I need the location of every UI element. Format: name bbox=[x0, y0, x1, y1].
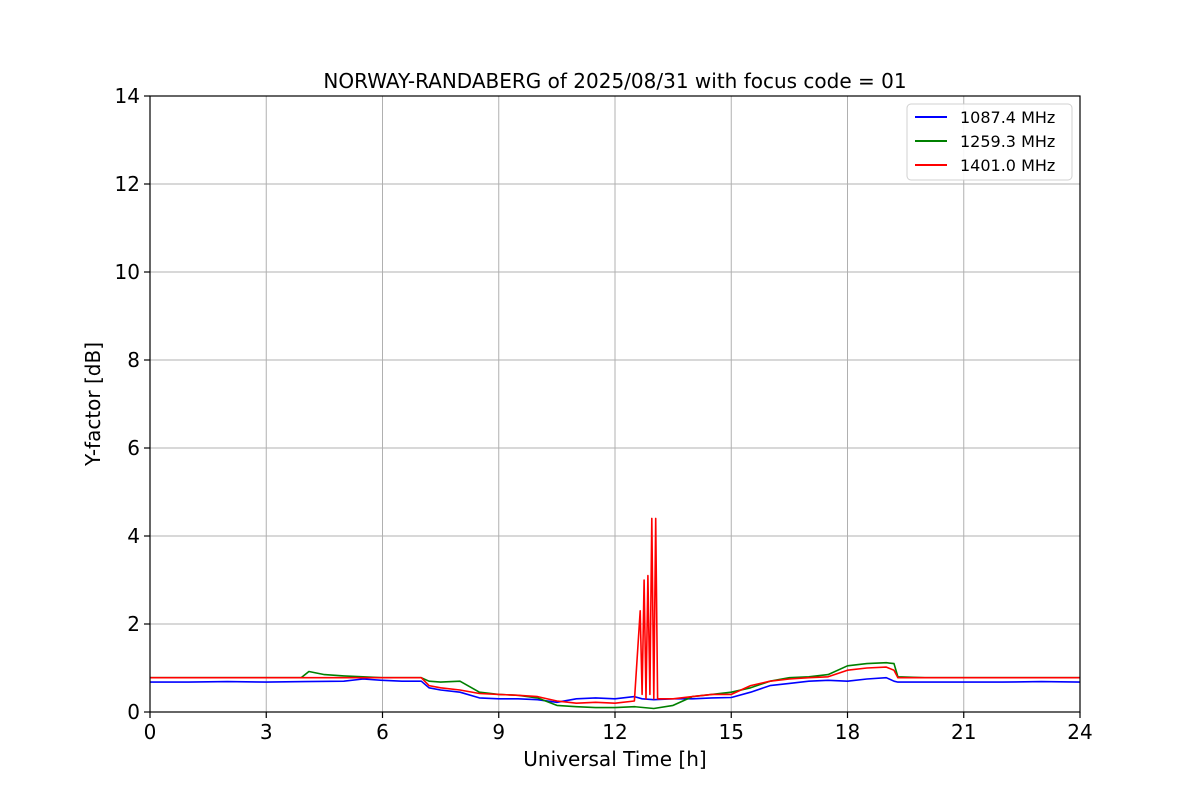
series-line-3 bbox=[150, 517, 1080, 704]
x-axis-label: Universal Time [h] bbox=[523, 747, 706, 771]
y-tick-label: 6 bbox=[127, 436, 140, 460]
y-axis-label: Y-factor [dB] bbox=[81, 342, 105, 467]
legend-box bbox=[906, 103, 1073, 181]
x-tick-label: 24 bbox=[1067, 720, 1092, 744]
chart-title: NORWAY-RANDABERG of 2025/08/31 with focu… bbox=[323, 69, 906, 93]
x-tick-label: 21 bbox=[951, 720, 976, 744]
x-tick-label: 9 bbox=[492, 720, 505, 744]
x-tick-label: 0 bbox=[144, 720, 157, 744]
y-tick-label: 4 bbox=[127, 524, 140, 548]
legend-label-1: 1087.4 MHz bbox=[960, 108, 1055, 127]
y-tick-label: 14 bbox=[115, 84, 140, 108]
y-tick-label: 0 bbox=[127, 700, 140, 724]
legend: 1087.4 MHz 1259.3 MHz 1401.0 MHz bbox=[906, 103, 1073, 181]
y-tick-label: 10 bbox=[115, 260, 140, 284]
x-tick-label: 12 bbox=[602, 720, 627, 744]
series-line-2 bbox=[150, 661, 1080, 710]
series-group bbox=[150, 517, 1081, 710]
legend-label-3: 1401.0 MHz bbox=[960, 156, 1055, 175]
legend-label-2: 1259.3 MHz bbox=[960, 132, 1055, 151]
x-tick-label: 18 bbox=[835, 720, 860, 744]
y-tick-label: 8 bbox=[127, 348, 140, 372]
x-tick-label: 6 bbox=[376, 720, 389, 744]
y-tick-label: 12 bbox=[115, 172, 140, 196]
x-tick-label: 3 bbox=[260, 720, 273, 744]
x-tick-label: 15 bbox=[719, 720, 744, 744]
y-tick-label: 2 bbox=[127, 612, 140, 636]
